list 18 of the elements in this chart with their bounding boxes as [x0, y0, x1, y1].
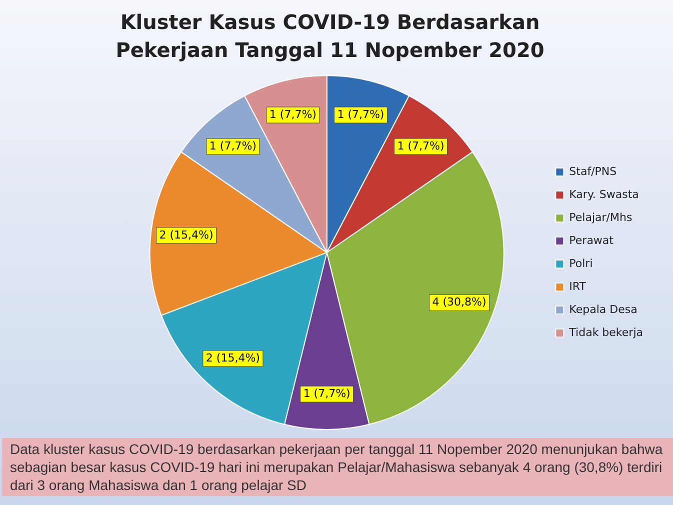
data-label: 1 (7,7%): [209, 139, 256, 152]
legend-label: Kary. Swasta: [569, 188, 639, 201]
legend-label: Tidak bekerja: [568, 326, 643, 339]
data-label: 4 (30,8%): [432, 296, 486, 309]
legend-label: Polri: [569, 256, 593, 270]
legend-label: Pelajar/Mhs: [569, 210, 632, 224]
data-label: 1 (7,7%): [269, 108, 316, 121]
legend-label: Kepala Desa: [569, 302, 638, 316]
legend-label: Staf/PNS: [569, 164, 617, 178]
chart-title: Kluster Kasus COVID-19 Berdasarkan Pekerjaan Tanggal 11 Nopember 2020: [114, 9, 546, 64]
data-label: 2 (15,4%): [159, 228, 214, 242]
text: Data kluster kasus COVID-19 berdasarkan pekerjaan per tanggal 11 Nopember 2020 menunjukan bahwa sebagian besar kasus COVID-19 hari ini merupakan Pelajar/Mahasiswa sebanyak 4 orang (30,8%) terdiri dari 3 orang Mahasiswa dan 1 orang pelajar SD: [2, 438, 673, 496]
data-label: 1 (7,7%): [303, 386, 350, 400]
data-label: 1 (7,7%): [337, 108, 384, 121]
data-label: 2 (15,4%): [206, 351, 260, 364]
data-label: 1 (7,7%): [397, 139, 444, 152]
legend-label: IRT: [569, 280, 586, 293]
legend-label: Perawat: [569, 234, 614, 247]
